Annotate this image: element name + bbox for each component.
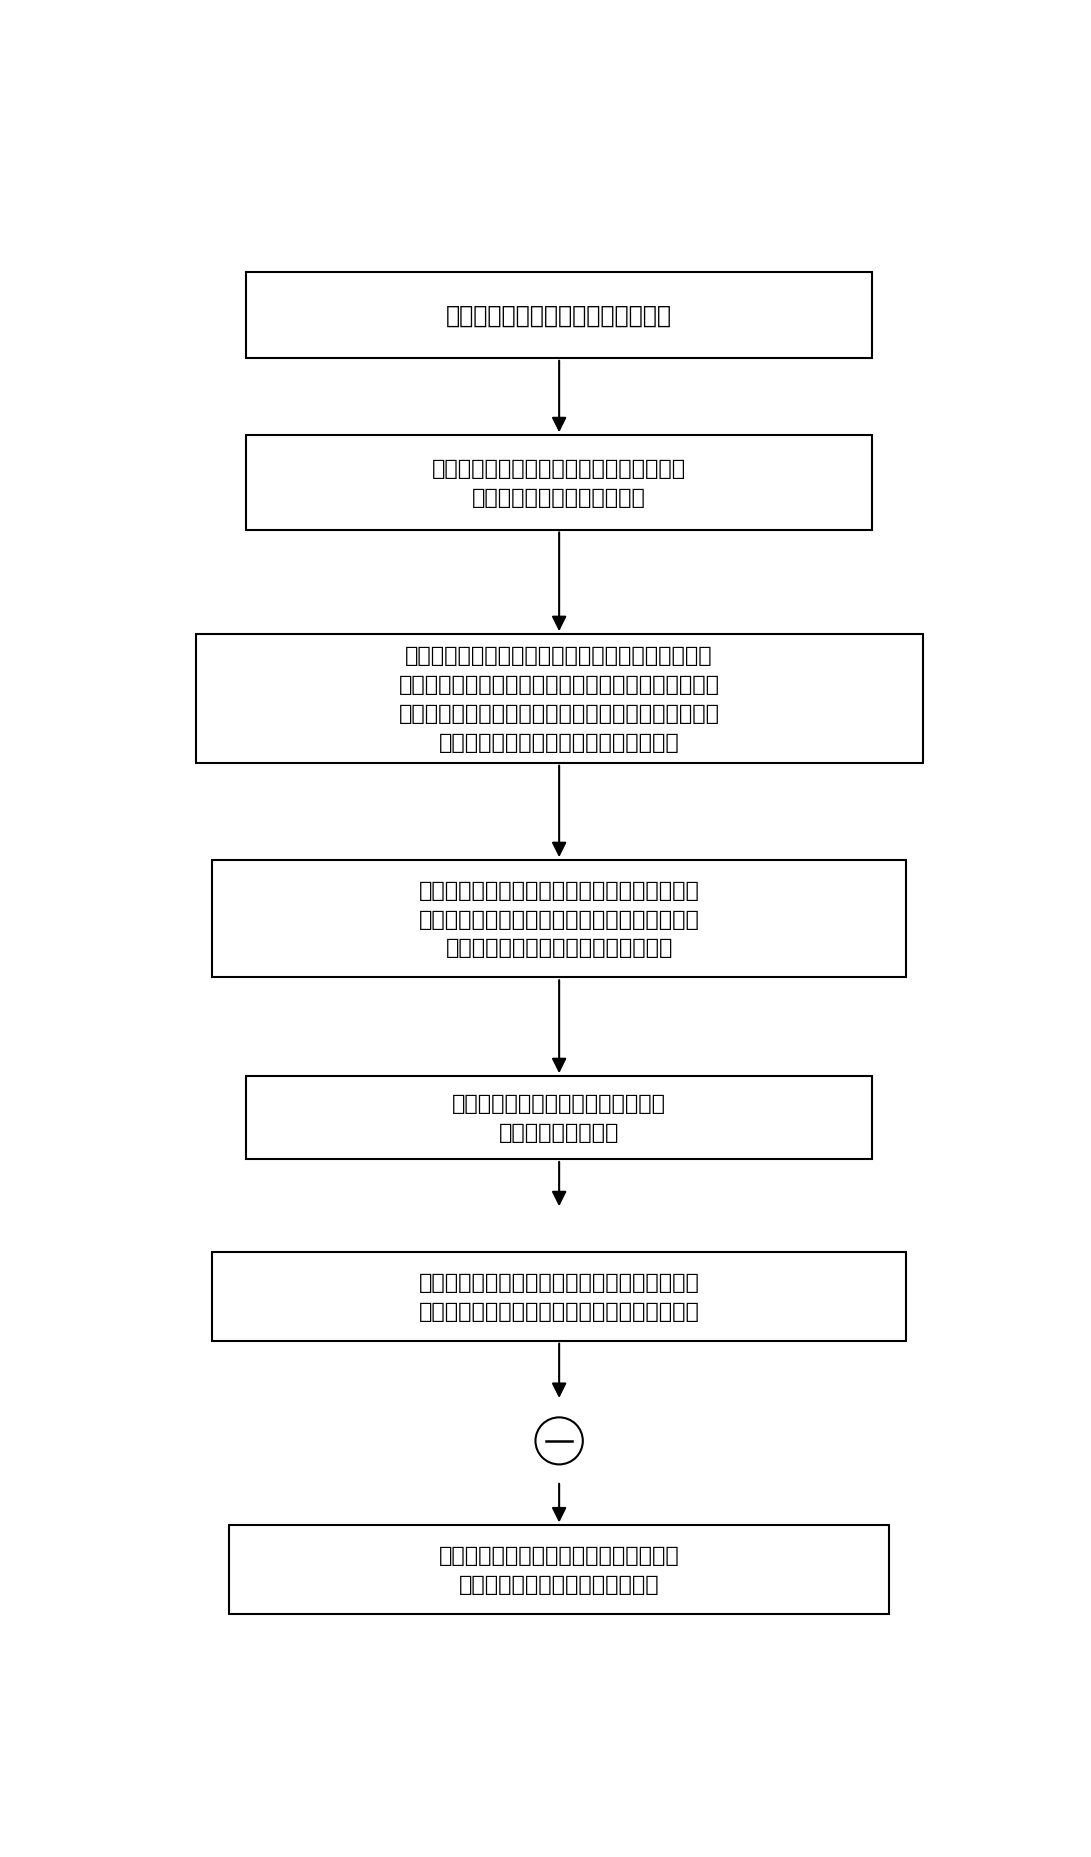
Text: 将采集到的脉搏波信号输入至计算机: 将采集到的脉搏波信号输入至计算机 — [446, 305, 672, 329]
Text: 对检测到的脉搏波信号的波谷点，利用三次样条
插值法拟合出波谷点曲线，作为估算基线漂移量: 对检测到的脉搏波信号的波谷点，利用三次样条 插值法拟合出波谷点曲线，作为估算基线… — [419, 1272, 699, 1320]
Bar — [247, 1077, 872, 1159]
Bar — [213, 860, 906, 979]
Bar — [229, 1525, 889, 1614]
Text: 采用基于贝叶斯最大后验估计的双树复小波阈值去噪
法，对脉搏波信号进行双树复小波分解后的各层小波系
数进行阈值化处理，得到脉搏波信号双树复小波分解后
所包含的有用: 采用基于贝叶斯最大后验估计的双树复小波阈值去噪 法，对脉搏波信号进行双树复小波分… — [398, 646, 720, 752]
Text: 得到滤除高频噪声和基线漂移的脉搏波信
号，完成对脉搏波信号的去噪处理: 得到滤除高频噪声和基线漂移的脉搏波信 号，完成对脉搏波信号的去噪处理 — [439, 1545, 680, 1593]
Bar — [247, 273, 872, 358]
Text: 根据脉搏波信号双树复小波分解后所包含的有用
信号的各层小波系数估计值进行双树复小波逆变
换，即得到去除高频噪声的脉搏波信号: 根据脉搏波信号双树复小波分解后所包含的有用 信号的各层小波系数估计值进行双树复小… — [419, 880, 699, 958]
Text: 采用滑窗法识别出去除高频噪声的脉
搏波信号中的波谷点: 采用滑窗法识别出去除高频噪声的脉 搏波信号中的波谷点 — [452, 1094, 667, 1142]
Text: 设定双树复小波变换中各层的滤波器，对脉
搏波信号进行双树复小波分解: 设定双树复小波变换中各层的滤波器，对脉 搏波信号进行双树复小波分解 — [432, 459, 686, 507]
Bar — [195, 635, 923, 763]
Bar — [247, 436, 872, 531]
Bar — [213, 1252, 906, 1341]
